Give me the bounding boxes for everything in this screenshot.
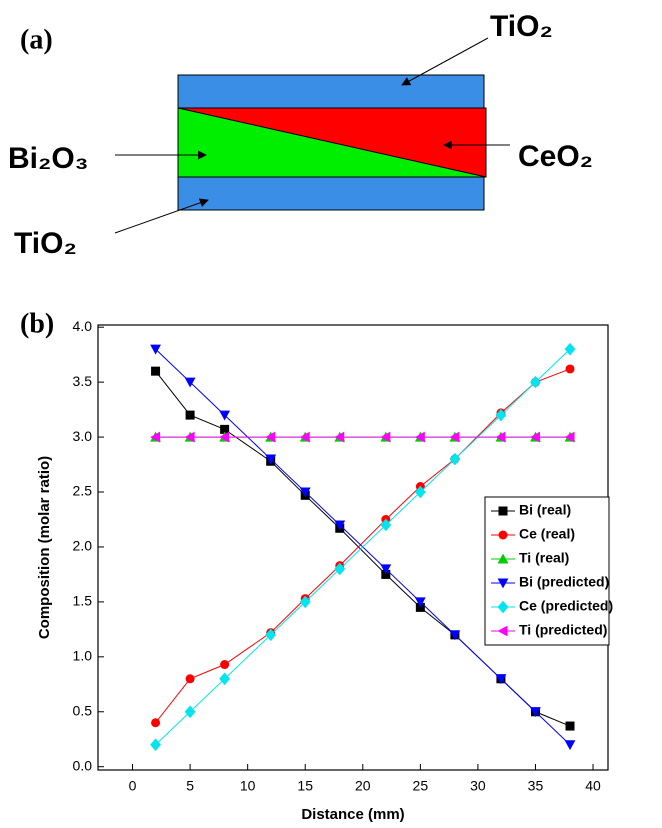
y-tick-label: 3.0: [73, 428, 93, 444]
marker: [495, 408, 507, 422]
bi2o3-layer: [177, 107, 487, 178]
marker: [151, 366, 161, 376]
marker: [334, 520, 346, 531]
label: TiO₂: [14, 227, 77, 260]
legend-label: Bi (predicted): [519, 574, 609, 590]
marker: [564, 342, 576, 356]
marker: [530, 707, 541, 718]
y-tick-label: 0.0: [73, 757, 93, 773]
marker: [495, 431, 506, 443]
legend-marker: [497, 600, 509, 614]
marker: [185, 674, 195, 684]
legend-label: Ti (predicted): [519, 622, 607, 638]
x-tick-label: 10: [240, 778, 256, 794]
legend-label: Ce (predicted): [519, 598, 613, 614]
marker: [220, 660, 230, 670]
diagram: (a) TiO₂ Bi₂O₃ CeO₂ TiO₂: [8, 10, 593, 260]
x-tick-label: 25: [413, 778, 429, 794]
legend-marker: [497, 553, 509, 564]
marker: [219, 431, 230, 443]
marker: [150, 344, 161, 355]
arrow: [401, 37, 489, 86]
marker: [415, 602, 425, 612]
marker: [185, 410, 195, 420]
y-axis-label: Composition (molar ratio): [36, 456, 53, 639]
y-tick-label: 3.5: [73, 373, 93, 389]
x-tick-label: 5: [186, 778, 194, 794]
marker: [564, 431, 575, 443]
arrow: [114, 198, 209, 234]
x-tick-label: 30: [470, 778, 486, 794]
marker: [150, 431, 161, 443]
legend-label: Ce (real): [519, 526, 575, 542]
marker: [565, 364, 575, 374]
legend-marker: [497, 578, 509, 589]
x-tick-label: 20: [355, 778, 371, 794]
marker: [265, 431, 276, 443]
x-axis-label: Distance (mm): [301, 806, 404, 823]
x-tick-label: 15: [297, 778, 313, 794]
marker: [184, 431, 195, 443]
legend-marker: [497, 625, 508, 637]
marker: [150, 738, 161, 752]
x-tick-label: 0: [129, 778, 137, 794]
panel-label: (a): [20, 24, 53, 55]
y-tick-label: 4.0: [73, 318, 93, 334]
marker: [414, 431, 425, 443]
label: Bi₂O₃: [8, 142, 89, 175]
marker: [184, 377, 196, 388]
y-tick-label: 0.5: [73, 702, 93, 718]
x-tick-label: 35: [528, 778, 544, 794]
marker: [299, 431, 310, 443]
marker: [151, 718, 161, 728]
marker: [219, 410, 231, 421]
marker: [449, 452, 461, 466]
marker: [299, 595, 311, 609]
marker: [334, 562, 346, 576]
marker: [530, 431, 540, 443]
marker: [495, 674, 507, 685]
y-tick-label: 2.0: [73, 538, 93, 554]
marker: [265, 454, 277, 465]
marker: [381, 569, 391, 579]
marker: [449, 630, 461, 641]
panel-label: (b): [20, 308, 54, 339]
marker: [184, 705, 196, 719]
label: TiO₂: [490, 10, 553, 43]
marker: [449, 431, 460, 443]
marker: [414, 597, 426, 608]
marker: [414, 485, 426, 499]
x-tick-label: 40: [585, 778, 601, 794]
marker: [380, 564, 392, 575]
legend-label: Ti (real): [519, 550, 569, 566]
marker: [334, 431, 345, 443]
marker: [530, 375, 541, 389]
marker: [219, 672, 231, 686]
marker: [299, 487, 311, 498]
marker: [380, 518, 392, 532]
legend-box: [484, 496, 610, 646]
marker: [380, 431, 391, 443]
series-line: [155, 368, 571, 724]
label: CeO₂: [518, 140, 593, 173]
legend-label: Bi (real): [519, 502, 571, 518]
marker: [564, 740, 576, 751]
legend-marker: [498, 506, 508, 516]
legend-marker: [498, 530, 508, 540]
marker: [220, 424, 230, 434]
series-line: [155, 348, 571, 746]
y-tick-label: 1.0: [73, 648, 93, 664]
marker: [565, 721, 575, 731]
marker: [265, 628, 277, 642]
y-tick-label: 2.5: [73, 483, 93, 499]
y-tick-label: 1.5: [73, 593, 93, 609]
chart: (b) 0.0 0.5 1.0 1.5 2.0 2.5 3.0 3.5 4.0 0 5 10 15 20 2…: [20, 308, 613, 823]
